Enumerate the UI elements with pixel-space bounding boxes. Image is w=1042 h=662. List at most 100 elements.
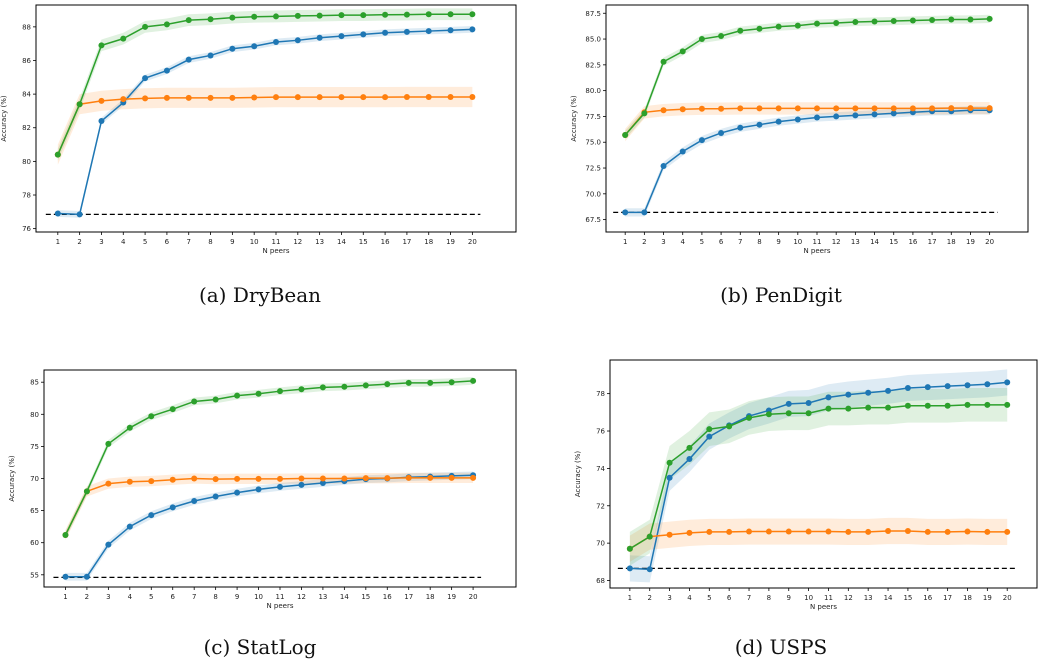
data-point-0-14 xyxy=(890,110,897,117)
data-point-1-17 xyxy=(427,474,434,481)
data-point-1-13 xyxy=(885,528,892,534)
data-point-2-2 xyxy=(666,459,673,466)
data-point-0-8 xyxy=(775,118,782,125)
x-tick-label: 9 xyxy=(787,594,791,602)
data-point-2-19 xyxy=(470,377,477,384)
x-tick-label: 17 xyxy=(404,593,413,601)
data-point-2-16 xyxy=(929,16,936,23)
data-point-0-6 xyxy=(185,56,192,63)
data-point-0-19 xyxy=(469,26,476,33)
x-tick-label: 17 xyxy=(943,594,952,602)
data-point-2-13 xyxy=(871,18,878,25)
data-point-1-19 xyxy=(986,105,993,112)
data-point-0-7 xyxy=(207,52,214,59)
x-tick-label: 3 xyxy=(99,238,103,246)
data-point-1-12 xyxy=(852,105,859,112)
x-tick-label: 4 xyxy=(680,238,685,246)
confidence-band-0 xyxy=(57,26,473,218)
data-point-0-12 xyxy=(316,34,323,41)
series-line-2 xyxy=(629,404,1008,550)
chart-statlog: 1 2 3 4 5 6 7 8 9 10 11 12 13 14 15 16 17 18 19 20556065707… xyxy=(8,369,517,610)
data-point-1-12 xyxy=(316,94,323,101)
confidence-band-1 xyxy=(629,517,1008,562)
data-point-1-13 xyxy=(871,105,878,112)
x-tick-label: 19 xyxy=(966,238,975,246)
data-point-2-3 xyxy=(120,35,127,42)
data-point-1-3 xyxy=(126,478,133,485)
data-point-1-7 xyxy=(765,528,772,535)
data-point-2-14 xyxy=(360,12,367,19)
data-point-2-2 xyxy=(105,440,112,447)
x-tick-label: 8 xyxy=(213,593,217,601)
x-tick-label: 2 xyxy=(642,238,646,246)
data-point-1-16 xyxy=(403,93,410,100)
data-point-2-12 xyxy=(852,19,859,26)
x-tick-label: 6 xyxy=(719,238,724,246)
x-tick-label: 6 xyxy=(165,238,170,246)
x-tick-label: 20 xyxy=(468,238,477,246)
data-point-1-10 xyxy=(814,105,820,112)
data-point-0-0 xyxy=(626,565,633,572)
data-point-2-4 xyxy=(698,36,705,43)
data-point-1-9 xyxy=(255,475,262,482)
data-point-0-2 xyxy=(105,541,112,548)
data-point-0-11 xyxy=(298,481,305,488)
data-point-1-5 xyxy=(718,105,725,112)
x-tick-label: 16 xyxy=(381,238,390,246)
data-point-0-4 xyxy=(148,512,155,519)
y-tick-label: 76 xyxy=(22,225,31,233)
data-point-1-18 xyxy=(447,93,454,100)
data-point-2-11 xyxy=(833,20,840,27)
data-point-1-12 xyxy=(319,475,326,482)
x-tick-label: 15 xyxy=(359,238,368,246)
x-axis-label: N peers xyxy=(803,247,830,255)
data-point-0-17 xyxy=(964,382,971,389)
y-tick-label: 75 xyxy=(30,443,39,451)
y-tick-label: 78 xyxy=(22,192,31,200)
x-tick-label: 5 xyxy=(143,238,147,246)
data-point-1-8 xyxy=(785,528,792,535)
data-point-2-19 xyxy=(1004,401,1011,408)
data-point-0-16 xyxy=(944,383,951,390)
chart-drybean: 1 2 3 4 5 6 7 8 9 10 11 12 13 14 15 16 17 18 19 20767880828… xyxy=(0,4,517,255)
data-point-2-15 xyxy=(384,381,391,388)
x-tick-label: 8 xyxy=(208,238,212,246)
data-point-2-1 xyxy=(641,110,648,117)
data-point-2-4 xyxy=(148,413,155,420)
x-tick-label: 9 xyxy=(776,238,780,246)
data-point-0-19 xyxy=(1004,379,1011,386)
series-line-1 xyxy=(57,96,473,155)
x-tick-label: 7 xyxy=(738,238,742,246)
chart-usps: 1 2 3 4 5 6 7 8 9 10 11 12 13 14 15 16 17 18 19 20687072747… xyxy=(574,359,1038,611)
data-point-0-12 xyxy=(319,479,326,486)
data-point-0-1 xyxy=(646,566,653,573)
data-point-2-5 xyxy=(726,423,733,430)
y-axis-label: Accuracy (%) xyxy=(574,451,582,498)
y-tick-label: 72 xyxy=(596,502,605,510)
data-point-2-10 xyxy=(814,20,820,27)
data-point-2-0 xyxy=(622,132,629,139)
data-point-0-5 xyxy=(163,67,170,74)
x-tick-label: 6 xyxy=(170,593,175,601)
data-point-2-1 xyxy=(646,533,653,540)
x-tick-label: 10 xyxy=(804,594,813,602)
data-point-1-17 xyxy=(948,105,955,112)
data-point-2-7 xyxy=(212,396,219,403)
data-point-2-14 xyxy=(904,402,911,409)
data-point-2-17 xyxy=(425,11,432,18)
data-point-1-15 xyxy=(924,528,931,535)
data-point-2-17 xyxy=(427,379,434,386)
data-point-0-10 xyxy=(814,114,820,121)
x-tick-label: 4 xyxy=(687,594,692,602)
x-tick-label: 18 xyxy=(426,593,435,601)
y-tick-label: 70.0 xyxy=(585,190,601,198)
y-tick-label: 85.0 xyxy=(585,36,601,44)
data-point-2-1 xyxy=(76,101,83,108)
data-point-2-5 xyxy=(163,21,170,28)
confidence-band-1 xyxy=(57,86,473,165)
series-line-0 xyxy=(625,109,990,214)
data-point-2-2 xyxy=(98,42,105,49)
data-point-1-9 xyxy=(251,94,258,101)
data-point-0-10 xyxy=(273,38,279,45)
series-line-1 xyxy=(629,530,1008,550)
